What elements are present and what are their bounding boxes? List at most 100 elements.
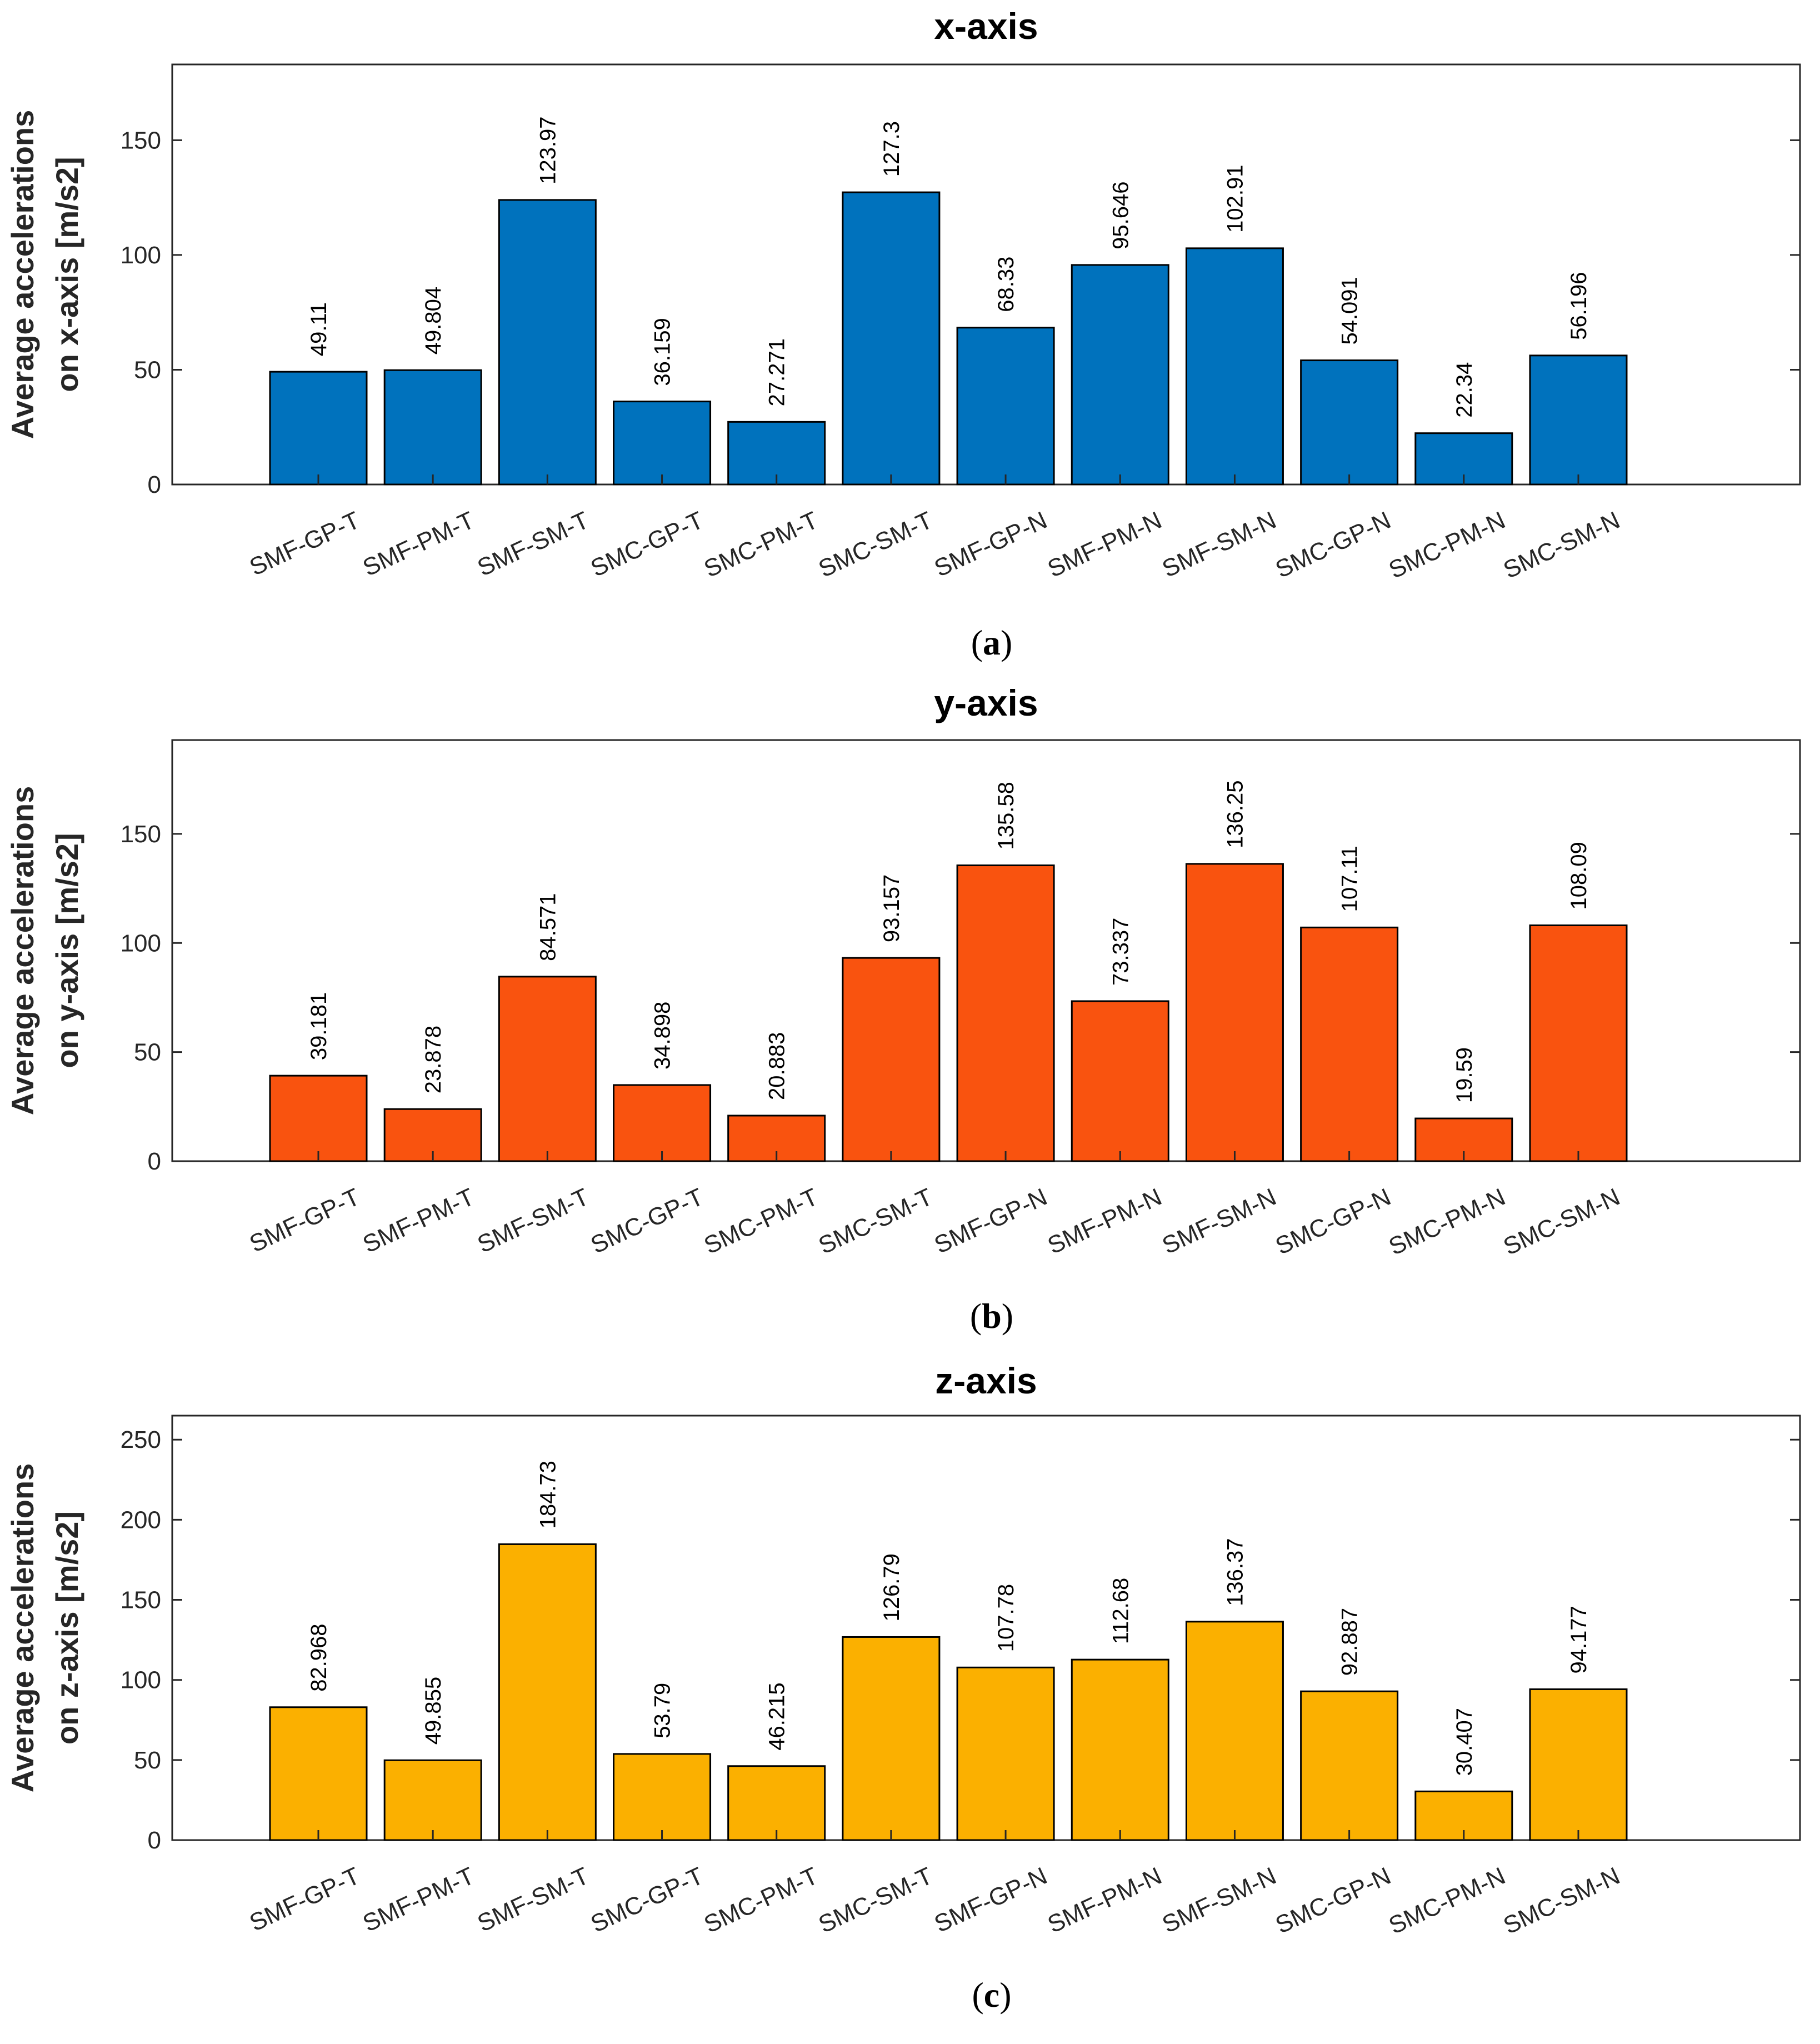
x-tick-label: SMC-PM-N bbox=[1385, 1183, 1510, 1261]
panel-caption: (a) bbox=[971, 623, 1013, 662]
x-tick-label: SMC-GP-T bbox=[587, 1862, 708, 1938]
chart-panel-c: z-axis 0 50 100 150 200 250 Average acceleratio… bbox=[5, 1360, 1801, 2015]
data-label: 22.34 bbox=[1452, 362, 1477, 418]
data-label: 30.407 bbox=[1452, 1708, 1477, 1776]
data-label: 123.97 bbox=[536, 117, 560, 184]
bar bbox=[1071, 264, 1169, 486]
data-label: 49.11 bbox=[307, 302, 331, 356]
x-tick-label: SMC-SM-N bbox=[1499, 1862, 1624, 1940]
x-tick-label: SMC-SM-N bbox=[1499, 507, 1624, 584]
data-label: 27.271 bbox=[765, 338, 789, 406]
bar bbox=[269, 371, 368, 486]
x-tick-label: SMC-SM-T bbox=[814, 1183, 937, 1260]
x-tick-label: SMF-PM-T bbox=[359, 1862, 479, 1937]
x-tick-label: SMC-SM-T bbox=[814, 507, 937, 583]
panel-caption: (b) bbox=[970, 1296, 1013, 1336]
bar bbox=[498, 976, 597, 1162]
x-tick-label: SMF-SM-T bbox=[473, 507, 593, 582]
bar bbox=[956, 1666, 1055, 1841]
data-label: 39.181 bbox=[307, 992, 331, 1060]
x-tick-label: SMC-SM-T bbox=[814, 1862, 937, 1938]
bar bbox=[1300, 1690, 1399, 1841]
data-label: 23.878 bbox=[421, 1026, 446, 1093]
data-label: 107.78 bbox=[994, 1584, 1018, 1652]
x-tick-label: SMF-GP-T bbox=[246, 1862, 364, 1937]
bar bbox=[1529, 354, 1628, 486]
data-label: 84.571 bbox=[536, 893, 560, 961]
data-label: 136.25 bbox=[1223, 781, 1247, 848]
bar bbox=[498, 199, 597, 486]
bar bbox=[1185, 247, 1284, 486]
data-label: 68.33 bbox=[994, 257, 1018, 312]
x-tick-label: SMC-GP-N bbox=[1272, 1862, 1395, 1939]
data-label: 46.215 bbox=[765, 1682, 789, 1750]
x-tick-label: SMF-SM-N bbox=[1158, 1862, 1281, 1938]
x-tick-label: SMF-GP-N bbox=[930, 507, 1051, 582]
data-label: 112.68 bbox=[1108, 1578, 1133, 1644]
y-tick-label: 50 bbox=[134, 1747, 161, 1774]
bar bbox=[1300, 359, 1399, 486]
y-axis-label: on z-axis [m/s2] bbox=[49, 1511, 84, 1745]
x-tick-label: SMC-GP-N bbox=[1272, 1183, 1395, 1260]
bar bbox=[1071, 1658, 1169, 1841]
chart-title: y-axis bbox=[934, 682, 1038, 723]
x-tick-label: SMC-GP-T bbox=[587, 507, 708, 582]
y-tick-label: 0 bbox=[148, 1827, 161, 1854]
y-tick-label: 50 bbox=[134, 1039, 161, 1066]
x-tick-label: SMF-GP-T bbox=[246, 1183, 364, 1258]
data-label: 34.898 bbox=[651, 1002, 675, 1070]
data-label: 94.177 bbox=[1567, 1606, 1591, 1673]
y-tick-label: 100 bbox=[121, 242, 161, 269]
x-tick-label: SMF-PM-N bbox=[1043, 1862, 1166, 1938]
y-tick-label: 0 bbox=[148, 471, 161, 498]
y-tick-label: 250 bbox=[121, 1426, 161, 1453]
data-label: 136.37 bbox=[1223, 1538, 1247, 1606]
chart-panel-b: y-axis 0 50 100 150 Average accelerations on y… bbox=[5, 682, 1801, 1336]
bar bbox=[842, 191, 941, 486]
panel-caption: (c) bbox=[972, 1975, 1011, 2015]
bar bbox=[498, 1543, 597, 1841]
x-tick-label: SMF-SM-N bbox=[1158, 1183, 1281, 1260]
y-tick-label: 150 bbox=[121, 127, 161, 154]
data-label: 53.79 bbox=[651, 1683, 675, 1738]
y-tick-label: 200 bbox=[121, 1506, 161, 1533]
bar bbox=[1071, 1000, 1169, 1162]
bar bbox=[613, 1084, 712, 1162]
x-tick-label: SMF-GP-N bbox=[930, 1183, 1051, 1259]
x-tick-label: SMF-SM-T bbox=[473, 1183, 593, 1258]
x-tick-label: SMF-GP-T bbox=[246, 507, 364, 581]
data-label: 92.887 bbox=[1338, 1608, 1362, 1676]
x-tick-label: SMF-PM-N bbox=[1043, 507, 1166, 583]
x-tick-label: SMF-PM-N bbox=[1043, 1183, 1166, 1260]
bar bbox=[842, 957, 941, 1162]
y-axis-label: Average accelerations bbox=[5, 110, 40, 439]
y-tick-label: 100 bbox=[121, 929, 161, 957]
bar bbox=[956, 327, 1055, 486]
bar bbox=[842, 1636, 941, 1841]
chart-panel-a: x-axis 0 50 100 150 Average accelerations on x… bbox=[5, 6, 1801, 662]
y-tick-label: 150 bbox=[121, 821, 161, 848]
x-tick-label: SMF-GP-N bbox=[930, 1862, 1051, 1938]
x-tick-label: SMF-PM-T bbox=[359, 507, 479, 582]
bar bbox=[269, 1075, 368, 1162]
data-label: 95.646 bbox=[1108, 182, 1133, 249]
bar bbox=[956, 864, 1055, 1162]
data-label: 54.091 bbox=[1338, 277, 1362, 344]
bar bbox=[613, 401, 712, 486]
data-label: 184.73 bbox=[536, 1461, 560, 1528]
y-axis-label: Average accelerations bbox=[5, 786, 40, 1115]
data-label: 73.337 bbox=[1108, 918, 1133, 986]
x-tick-label: SMC-PM-T bbox=[700, 507, 822, 583]
y-axis-label: on y-axis [m/s2] bbox=[49, 833, 84, 1068]
bar bbox=[383, 369, 482, 486]
bar bbox=[727, 421, 826, 486]
data-label: 93.157 bbox=[879, 874, 904, 942]
chart-title: z-axis bbox=[935, 1360, 1037, 1401]
x-tick-label: SMC-GP-T bbox=[587, 1183, 708, 1259]
bar bbox=[727, 1765, 826, 1841]
data-label: 20.883 bbox=[765, 1032, 789, 1100]
y-tick-label: 150 bbox=[121, 1587, 161, 1614]
y-tick-label: 50 bbox=[134, 356, 161, 383]
y-tick-label: 100 bbox=[121, 1667, 161, 1694]
data-label: 108.09 bbox=[1567, 842, 1591, 909]
